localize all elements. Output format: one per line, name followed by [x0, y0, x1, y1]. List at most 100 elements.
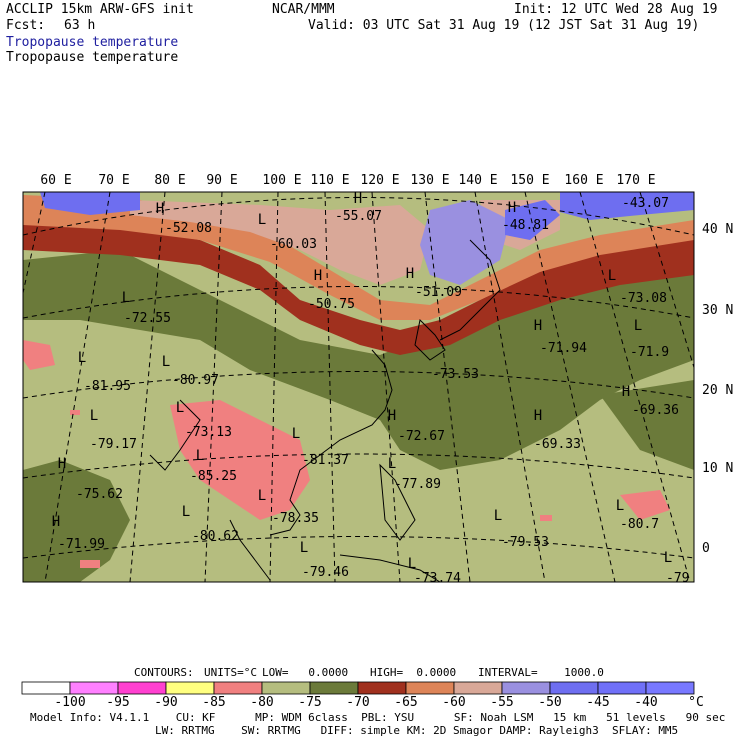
- hl-marker: H: [388, 408, 396, 424]
- hl-value: -69.36: [632, 403, 679, 418]
- colorbar-tick-label: -100: [54, 695, 85, 710]
- hl-marker: L: [608, 268, 616, 284]
- hl-value: -52.08: [165, 221, 212, 236]
- colorbar-tick-label: -65: [394, 695, 417, 710]
- colorbar-swatch: [453, 681, 503, 695]
- longitude-label: 110 E: [310, 173, 349, 188]
- coastlines: [149, 239, 501, 582]
- hl-marker: L: [634, 318, 642, 334]
- hl-value: -50.75: [308, 297, 355, 312]
- hl-marker: H: [534, 408, 542, 424]
- hl-value: -69.33: [534, 437, 581, 452]
- colorbar-swatch: [69, 681, 119, 695]
- colorbar-swatch: [549, 681, 599, 695]
- colorbar-swatch: [261, 681, 311, 695]
- colorbar-swatch: [309, 681, 359, 695]
- longitude-label: 100 E: [262, 173, 301, 188]
- colorbar-swatch: [165, 681, 215, 695]
- contours-label: CONTOURS:: [134, 666, 194, 679]
- hl-value: -48.81: [502, 218, 549, 233]
- hl-value: -79.53: [502, 535, 549, 550]
- colorbar: -100 -95 -90 -85 -80 -75 -70 -65 -60 -55 -50 -45 -40…: [21, 681, 704, 710]
- graticule: [23, 192, 694, 582]
- longitude-label: 170 E: [616, 173, 655, 188]
- colorbar-tick-label: -90: [154, 695, 177, 710]
- hl-value: -72.67: [398, 429, 445, 444]
- colorbar-tick-label: -60: [442, 695, 465, 710]
- hl-marker: L: [616, 498, 624, 514]
- forecast-hours: 63 h: [64, 18, 96, 33]
- hl-value: -71.99: [58, 537, 105, 552]
- latitude-label: 0: [702, 541, 710, 556]
- hl-marker: H: [314, 268, 322, 284]
- hl-marker: H: [58, 456, 66, 472]
- field-title-primary: Tropopause temperature: [6, 35, 179, 50]
- hl-marker: L: [122, 290, 130, 306]
- hl-value: -80.7: [620, 517, 659, 532]
- colorbar-tick-label: -50: [538, 695, 561, 710]
- latitude-label: 30 N: [702, 303, 733, 318]
- longitude-label: 60 E: [40, 173, 71, 188]
- init-time: Init: 12 UTC Wed 28 Aug 19: [514, 2, 718, 17]
- latitude-label: 20 N: [702, 383, 733, 398]
- hl-marker: L: [494, 508, 502, 524]
- hl-value: -85.25: [190, 469, 237, 484]
- longitude-label: 150 E: [510, 173, 549, 188]
- map-frame: [22, 191, 695, 583]
- hl-value: -60.03: [270, 237, 317, 252]
- model-info-line2: LW: RRTMG SW: RRTMG DIFF: simple KM: 2D …: [155, 724, 679, 737]
- colorbar-tick-label: -80: [250, 695, 273, 710]
- colorbar-tick-label: -45: [586, 695, 609, 710]
- hl-marker: H: [508, 200, 516, 216]
- colorbar-swatch: [501, 681, 551, 695]
- hl-value: -77.89: [394, 477, 441, 492]
- valid-time: Valid: 03 UTC Sat 31 Aug 19 (12 JST Sat …: [308, 18, 700, 33]
- hl-value: -55.07: [335, 209, 382, 224]
- hl-marker: H: [622, 384, 630, 400]
- hl-value: -71.94: [540, 341, 587, 356]
- colorbar-unit-label: °C: [688, 695, 704, 710]
- hl-value: -79.46: [302, 565, 349, 580]
- hl-value: -79: [666, 571, 689, 586]
- contours-low: LOW= 0.0000: [262, 666, 349, 679]
- colorbar-tick-label: -85: [202, 695, 225, 710]
- hl-marker: L: [408, 556, 416, 572]
- hl-marker: L: [176, 400, 184, 416]
- hl-value: -80.62: [192, 529, 239, 544]
- hl-value: -80.97: [172, 373, 219, 388]
- longitude-label: 160 E: [564, 173, 603, 188]
- longitude-label: 90 E: [206, 173, 237, 188]
- colorbar-tick-label: -40: [634, 695, 657, 710]
- hl-marker: L: [292, 426, 300, 442]
- hl-value: -71.9: [630, 345, 669, 360]
- hl-value: -73.08: [620, 291, 667, 306]
- longitude-label: 130 E: [410, 173, 449, 188]
- longitude-label: 120 E: [360, 173, 399, 188]
- hl-marker: L: [258, 212, 266, 228]
- contours-high: HIGH= 0.0000: [370, 666, 457, 679]
- hl-marker: H: [52, 514, 60, 530]
- colorbar-swatch: [213, 681, 263, 695]
- colorbar-tick-label: -95: [106, 695, 129, 710]
- hl-marker: L: [388, 456, 396, 472]
- field-title-secondary: Tropopause temperature: [6, 50, 179, 65]
- model-info-line1: Model Info: V4.1.1 CU: KF MP: WDM 6class…: [30, 711, 726, 724]
- org-label: NCAR/MMM: [272, 2, 335, 17]
- colorbar-swatch: [117, 681, 167, 695]
- hl-value: -81.95: [84, 379, 131, 394]
- hl-value: -73.53: [432, 367, 479, 382]
- contours-units: UNITS=°C: [204, 666, 257, 679]
- hl-value: -43.07: [622, 196, 669, 211]
- hl-value: -72.55: [124, 311, 171, 326]
- hl-marker: H: [156, 201, 164, 217]
- hl-value: -51.09: [415, 285, 462, 300]
- hl-marker: H: [534, 318, 542, 334]
- longitude-label: 140 E: [458, 173, 497, 188]
- latitude-label: 10 N: [702, 461, 733, 476]
- colorbar-tick-label: -70: [346, 695, 369, 710]
- colorbar-swatch: [597, 681, 647, 695]
- hl-marker: L: [162, 354, 170, 370]
- longitude-label: 70 E: [98, 173, 129, 188]
- hl-marker: L: [182, 504, 190, 520]
